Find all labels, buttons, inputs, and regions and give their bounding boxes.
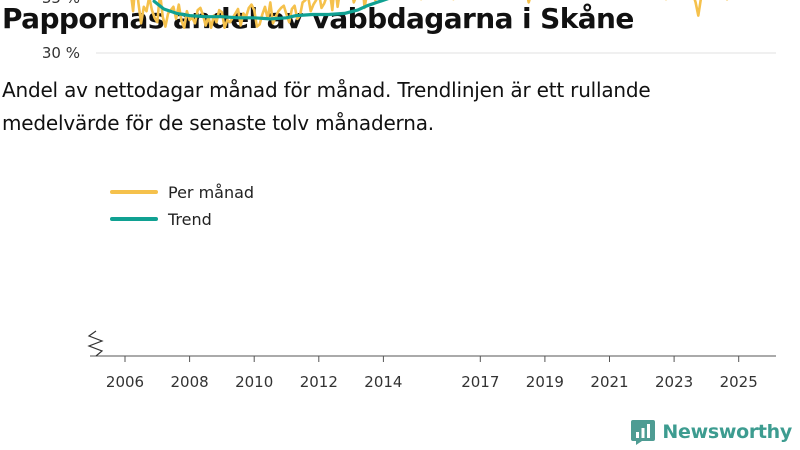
- legend-label-trend: Trend: [167, 210, 212, 229]
- legend: Per månad Trend: [110, 183, 254, 229]
- x-tick-label: 2014: [364, 373, 402, 391]
- x-tick-label: 2010: [235, 373, 273, 391]
- page-title: Pappornas andel av vabbdagarna i Skåne: [2, 2, 634, 35]
- chart-subtitle: Andel av nettodagar månad för månad. Tre…: [2, 78, 651, 135]
- brand-name: Newsworthy: [662, 421, 792, 443]
- axis-break-icon: [87, 330, 104, 357]
- x-tick-label: 2025: [720, 373, 758, 391]
- series-line-trend: [152, 0, 389, 21]
- y-tick-label: 35 %: [42, 0, 80, 7]
- x-tick-label: 2021: [590, 373, 628, 391]
- legend-label-per-month: Per månad: [168, 183, 254, 202]
- x-tick-label: 2019: [526, 373, 564, 391]
- x-tick-label: 2023: [655, 373, 693, 391]
- x-tick-label: 2006: [106, 373, 144, 391]
- y-tick-label: 30 %: [42, 44, 80, 62]
- x-tick-label: 2008: [171, 373, 209, 391]
- x-tick-label: 2012: [300, 373, 338, 391]
- bar-chart-logo-icon: [631, 420, 656, 445]
- series-layer: [130, 0, 729, 29]
- series-line-per-month: [130, 0, 729, 29]
- axis-layer: 30 %35 %40 %2006200820102012201420172019…: [42, 0, 776, 391]
- newsworthy-brand[interactable]: Newsworthy: [630, 418, 792, 446]
- x-tick-label: 2017: [461, 373, 499, 391]
- grid-layer: [96, 52, 776, 54]
